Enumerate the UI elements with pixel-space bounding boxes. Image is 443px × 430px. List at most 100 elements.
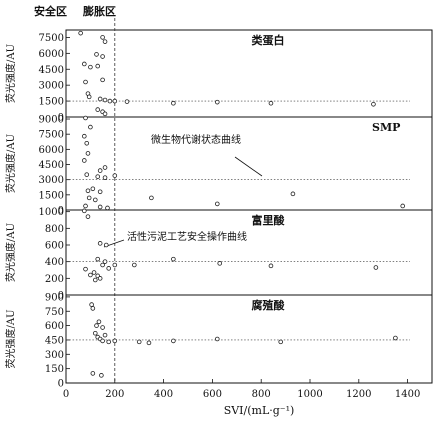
data-point [85, 151, 91, 156]
data-point [102, 175, 108, 180]
data-point [132, 262, 137, 268]
y-tick-label: 600 [45, 241, 64, 252]
data-point [83, 266, 88, 272]
data-point [94, 323, 99, 328]
data-point [95, 174, 101, 179]
annotation-text: 微生物代谢状态曲线 [151, 133, 241, 146]
data-point [82, 208, 87, 214]
data-point [102, 165, 108, 170]
data-point [136, 339, 142, 345]
y-tick-label: 0 [58, 379, 64, 390]
data-point [92, 277, 98, 283]
panel-1: 0 1500 3000 4500 6000 7500 荧光强度/AU 类蛋白 [4, 30, 410, 124]
y-tick-label: 200 [45, 274, 64, 285]
x-tick-label: 1400 [395, 389, 420, 400]
y-tick-label: 6000 [39, 145, 64, 156]
data-point [96, 319, 102, 325]
data-point [112, 338, 118, 344]
data-point [100, 35, 105, 40]
data-point [90, 371, 96, 376]
y-axis-label: 荧光强度/AU [4, 309, 17, 368]
x-tick-label: 1000 [297, 389, 322, 400]
data-point [102, 97, 108, 103]
y-axis-label: 荧光强度/AU [4, 44, 17, 103]
data-point [278, 339, 284, 345]
annotation-leader [234, 156, 263, 177]
data-point [149, 195, 154, 201]
y-tick-label: 300 [45, 350, 64, 361]
y-tick-label: 0 [58, 206, 64, 217]
data-point [99, 373, 104, 378]
y-tick-label: 600 [45, 321, 64, 332]
data-point [393, 335, 398, 341]
data-point [97, 276, 103, 281]
y-tick-label: 0 [58, 113, 64, 124]
data-point [214, 201, 220, 207]
data-point [100, 54, 105, 59]
data-point [83, 79, 88, 85]
annotation-text: 活性污泥工艺安全操作曲线 [127, 230, 247, 243]
panel-title: 腐殖酸 [252, 298, 286, 312]
data-point [171, 100, 176, 106]
data-point [217, 261, 223, 266]
data-point [82, 158, 87, 163]
data-point [85, 214, 91, 219]
data-point [88, 64, 93, 70]
x-tick-label: 800 [252, 389, 271, 400]
data-point [86, 195, 92, 201]
data-point [214, 99, 220, 105]
data-point [105, 205, 110, 211]
data-point [102, 39, 108, 44]
y-tick-label: 450 [45, 335, 64, 346]
data-point [373, 265, 379, 270]
data-point [400, 203, 406, 209]
data-point [124, 99, 130, 104]
panel-title: 富里酸 [252, 213, 286, 227]
y-tick-label: 900 [45, 292, 64, 303]
y-tick-label: 3000 [39, 81, 64, 92]
data-point [268, 100, 274, 106]
y-axis-label: 荧光强度/AU [4, 134, 17, 193]
data-point [171, 338, 176, 344]
data-point [89, 302, 94, 307]
data-point [100, 338, 105, 344]
data-point [107, 98, 113, 104]
data-point [97, 189, 103, 195]
data-point [86, 94, 92, 100]
y-tick-label: 9000 [39, 115, 64, 126]
x-tick-label: 600 [203, 389, 222, 400]
panel-2: 0 1500 3000 4500 6000 7500 9000 荧光强度/AU SMP 微生物代谢… [4, 115, 432, 217]
data-point [112, 98, 118, 104]
data-point [100, 325, 105, 330]
data-point [371, 101, 376, 107]
data-point [90, 186, 96, 192]
data-point [78, 30, 83, 36]
data-point [95, 107, 101, 112]
data-point [88, 124, 93, 130]
data-point [97, 168, 103, 173]
panel-title: SMP [372, 121, 400, 134]
y-tick-label: 1500 [39, 190, 64, 201]
data-point [100, 262, 105, 268]
x-tick-label: 200 [105, 389, 124, 400]
y-tick-label: 150 [45, 364, 64, 375]
data-point [214, 336, 220, 342]
zone-label-safe: 安全区 [34, 4, 67, 18]
y-tick-label: 3000 [39, 175, 64, 186]
data-point [84, 172, 90, 177]
data-point [92, 197, 98, 203]
data-point [95, 63, 101, 69]
data-point [90, 306, 96, 311]
data-point [88, 272, 93, 278]
data-point [83, 203, 88, 209]
panel-4: 0 150 300 450 600 750 900 荧光强度/AU 腐殖酸 [4, 292, 432, 390]
x-tick-label: 400 [154, 389, 173, 400]
data-point [97, 96, 103, 102]
data-point [102, 259, 108, 264]
data-point [103, 242, 109, 248]
data-point [91, 270, 97, 275]
y-tick-label: 7500 [39, 130, 64, 141]
